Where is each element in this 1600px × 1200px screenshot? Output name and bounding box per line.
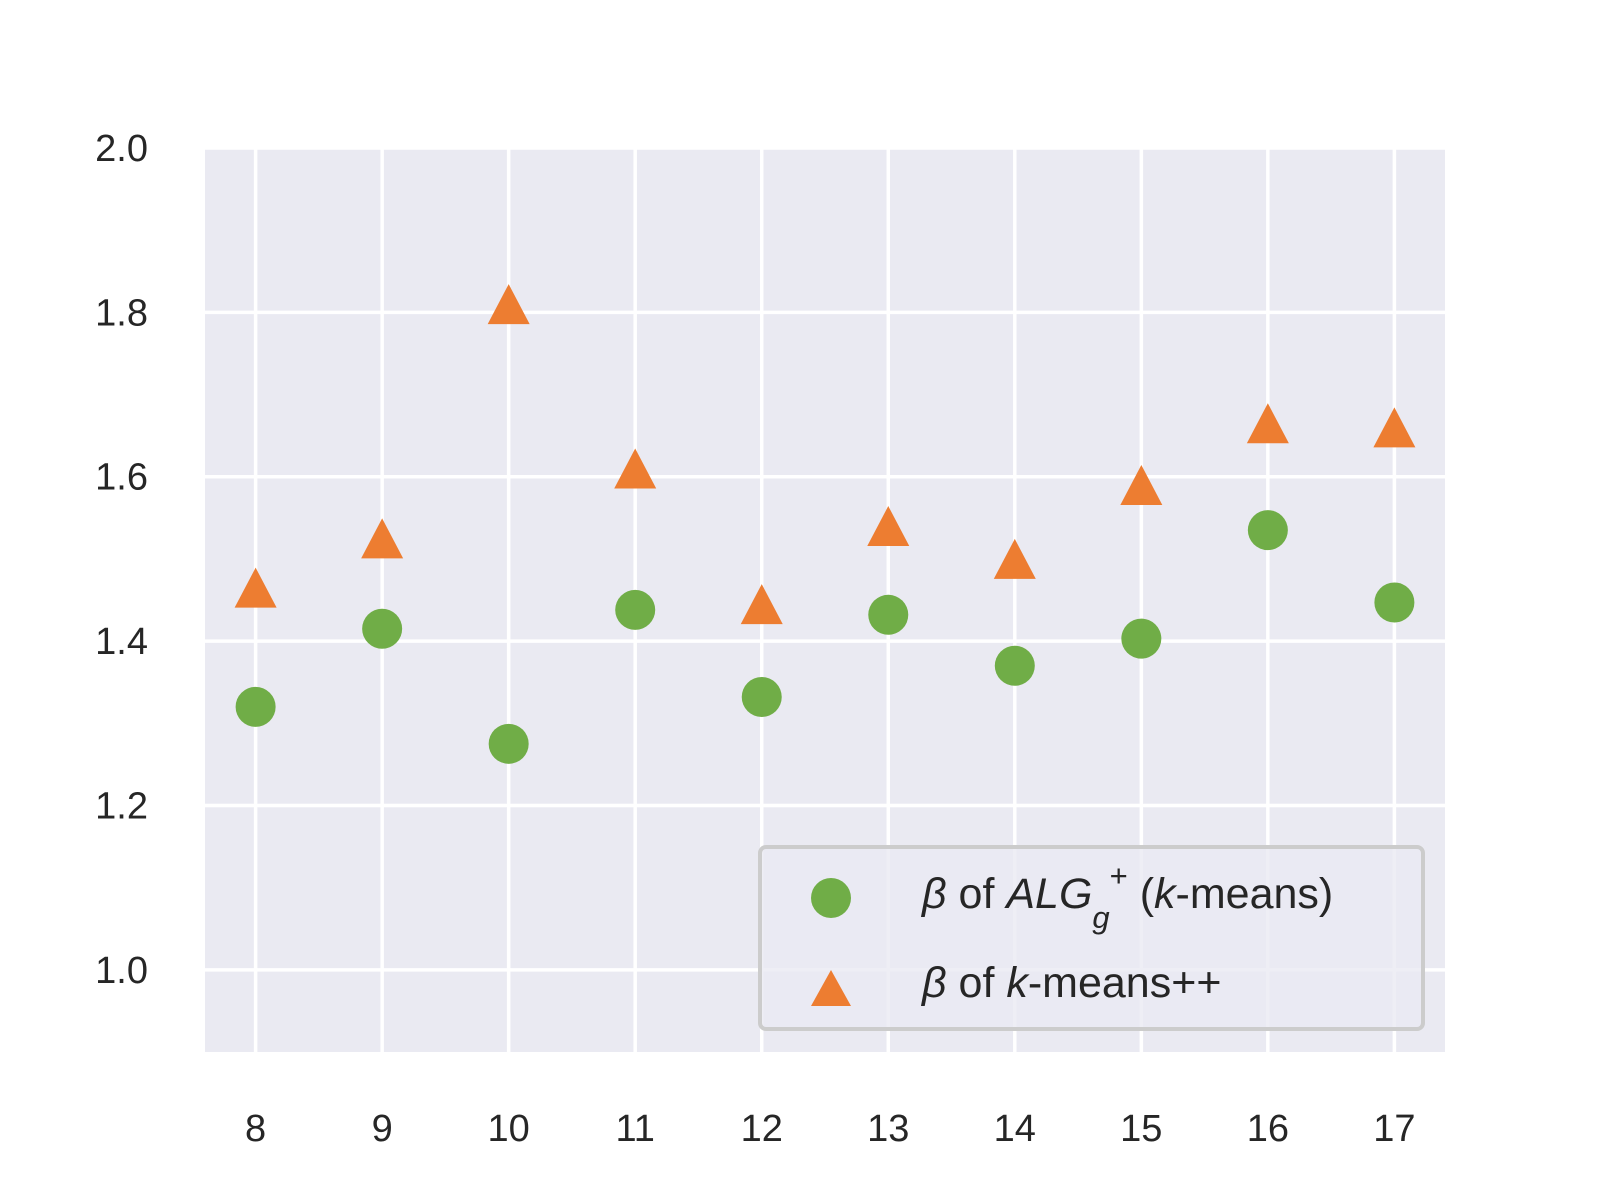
- legend-text-part: (: [1128, 870, 1155, 918]
- legend-text-part: ALG: [1003, 870, 1092, 918]
- legend-label-kmeanspp: β of k-means++: [920, 959, 1221, 1007]
- y-tick-label: 2.0: [95, 128, 148, 170]
- legend-marker-triangle: [811, 970, 851, 1006]
- point-alg-9: [362, 608, 403, 649]
- point-alg-13: [868, 594, 909, 635]
- point-kmeanspp-15: [1120, 464, 1163, 505]
- data-markers: [234, 284, 1416, 764]
- point-alg-16: [1247, 510, 1288, 551]
- y-tick-label: 1.4: [95, 621, 148, 663]
- point-kmeanspp-14: [993, 538, 1036, 579]
- legend-text-part: -means): [1176, 870, 1334, 918]
- x-tick-label: 11: [615, 1108, 654, 1150]
- point-alg-14: [994, 645, 1035, 686]
- legend-text-part: k: [1154, 870, 1178, 918]
- legend-box: [758, 845, 1425, 1031]
- point-alg-11: [615, 589, 656, 630]
- x-tick-label: 9: [372, 1108, 393, 1150]
- point-kmeanspp-9: [361, 518, 404, 559]
- legend-label-alg: β of ALGg+ (k-means): [920, 858, 1333, 935]
- legend-text-part: of: [947, 870, 1007, 918]
- y-tick-label: 1.8: [95, 292, 148, 334]
- point-alg-8: [235, 686, 276, 727]
- x-tick-label: 8: [245, 1108, 266, 1150]
- legend-text-part: k: [1006, 959, 1030, 1007]
- point-kmeanspp-17: [1373, 407, 1416, 448]
- legend-text-part: g: [1092, 900, 1109, 935]
- x-tick-label: 17: [1373, 1108, 1415, 1150]
- legend-text-part: of: [947, 959, 1007, 1007]
- y-tick-label: 1.6: [95, 457, 148, 499]
- point-kmeanspp-12: [740, 584, 783, 625]
- x-tick-label: 14: [994, 1108, 1036, 1150]
- point-kmeanspp-11: [614, 448, 657, 489]
- legend: β of ALGg+ (k-means) β of k-means++: [758, 845, 1425, 1031]
- point-kmeanspp-8: [234, 567, 277, 608]
- y-tick-labels: 1.0 1.2 1.4 1.6 1.8 2.0: [95, 128, 148, 992]
- x-tick-label: 16: [1247, 1108, 1289, 1150]
- x-tick-label: 12: [741, 1108, 783, 1150]
- y-tick-label: 1.2: [95, 785, 148, 827]
- point-alg-17: [1374, 582, 1415, 623]
- point-alg-10: [488, 723, 529, 764]
- point-alg-15: [1121, 618, 1162, 659]
- legend-text-part: -means++: [1028, 959, 1222, 1007]
- point-kmeanspp-13: [867, 506, 910, 547]
- x-tick-labels: 8 9 10 11 12 13 14 15 16 17: [245, 1108, 1415, 1150]
- x-tick-label: 13: [867, 1108, 909, 1150]
- y-tick-label: 1.0: [95, 950, 148, 992]
- point-kmeanspp-10: [487, 284, 530, 325]
- x-tick-label: 10: [488, 1108, 530, 1150]
- point-alg-12: [741, 676, 782, 717]
- x-tick-label: 15: [1120, 1108, 1162, 1150]
- legend-marker-circle: [811, 878, 851, 918]
- legend-text-part: β: [920, 870, 947, 918]
- legend-text-part: +: [1110, 858, 1128, 893]
- point-kmeanspp-16: [1246, 403, 1289, 444]
- legend-text-part: β: [920, 959, 947, 1007]
